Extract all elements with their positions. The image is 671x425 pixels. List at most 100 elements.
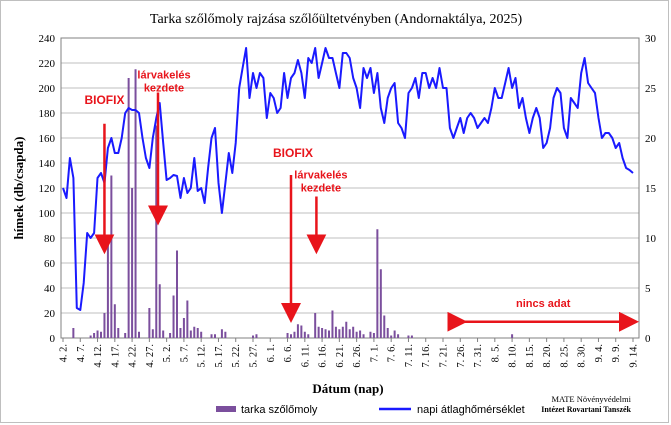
bar xyxy=(179,328,182,338)
x-tick-label: 6. 11. xyxy=(300,344,311,367)
bar xyxy=(158,284,161,338)
y-left-tick-label: 40 xyxy=(44,283,56,295)
x-tick-label: 4. 22. xyxy=(128,344,139,368)
x-tick-label: 6. 1. xyxy=(266,344,277,362)
x-tick-label: 7. 26. xyxy=(456,344,467,368)
x-tick-label: 7. 11. xyxy=(404,344,415,367)
annotation-biofix-2: BIOFIX xyxy=(273,146,313,160)
bar xyxy=(369,331,372,338)
credit-line-1: MATE Növényvédelmi xyxy=(551,394,631,404)
annotation-biofix-1: BIOFIX xyxy=(84,93,124,107)
bar xyxy=(397,334,400,338)
x-tick-label: 7. 31. xyxy=(473,344,484,368)
x-tick-label: 9. 14. xyxy=(629,344,640,368)
y-left-tick-label: 0 xyxy=(50,333,56,345)
bar xyxy=(220,329,223,338)
bar xyxy=(151,329,154,338)
x-tick-label: 8. 20. xyxy=(542,344,553,368)
bar xyxy=(307,334,310,338)
legend-bar-swatch xyxy=(216,406,236,412)
x-tick-label: 6. 26. xyxy=(352,344,363,368)
bar xyxy=(341,326,344,338)
bar xyxy=(117,328,120,338)
x-tick-label: 7. 6. xyxy=(387,344,398,362)
bar xyxy=(193,326,196,338)
y-left-tick-label: 200 xyxy=(39,83,56,95)
bar xyxy=(290,334,292,338)
bar xyxy=(376,229,379,338)
x-tick-label: 8. 25. xyxy=(559,344,570,368)
y-left-tick-label: 120 xyxy=(39,183,56,195)
y-right-tick-label: 10 xyxy=(645,233,657,245)
y-left-tick-label: 100 xyxy=(39,208,56,220)
x-tick-label: 5. 2. xyxy=(162,344,173,362)
y-right-tick-label: 5 xyxy=(645,283,651,295)
bar xyxy=(196,328,199,338)
x-tick-label: 4. 7. xyxy=(76,344,87,362)
bar xyxy=(189,330,192,338)
x-tick-label: 7. 1. xyxy=(369,344,380,362)
bar xyxy=(214,334,216,338)
bar xyxy=(200,331,203,338)
bar xyxy=(331,310,334,338)
bar xyxy=(386,328,389,338)
bar xyxy=(186,300,189,338)
bar xyxy=(106,243,109,338)
y-axis-left-ticks: 0 20 40 60 80 100 120 140 160 180 200 220 240 xyxy=(39,33,56,345)
x-tick-label: 4. 27. xyxy=(145,344,156,368)
bar xyxy=(293,331,296,338)
bar xyxy=(124,333,127,338)
y-right-tick-label: 0 xyxy=(645,333,651,345)
bar-series xyxy=(72,69,514,338)
bar xyxy=(348,329,351,338)
bar xyxy=(286,333,289,338)
bar xyxy=(383,315,386,338)
bar xyxy=(352,326,355,338)
bar xyxy=(148,308,151,338)
x-tick-label: 6. 21. xyxy=(335,344,346,368)
bar xyxy=(100,331,102,338)
bar xyxy=(359,330,362,338)
bar xyxy=(93,333,96,338)
x-tick-label: 5. 27. xyxy=(249,344,260,368)
bar xyxy=(407,335,410,338)
bar xyxy=(390,335,393,338)
bar xyxy=(169,333,172,338)
bar xyxy=(296,324,299,338)
x-tick-label: 8. 30. xyxy=(577,344,588,368)
y-left-tick-label: 140 xyxy=(39,158,56,170)
bar xyxy=(210,334,213,338)
y-axis-left-label: hímek (db/csapda) xyxy=(11,137,26,240)
y-right-tick-label: 25 xyxy=(645,83,657,95)
bar xyxy=(176,250,178,338)
annotations: BIOFIX lárvakelés kezdete BIOFIX lárvakel… xyxy=(84,70,639,332)
bar xyxy=(155,125,158,338)
bar xyxy=(127,78,130,338)
bar xyxy=(328,330,330,338)
y-left-tick-label: 220 xyxy=(39,58,56,70)
x-axis-ticks: 4. 2. 4. 7. 4. 12. 4. 17. 4. 22. 4. 27. 5. 2. 5… xyxy=(59,338,640,368)
x-tick-label: 5. 22. xyxy=(231,344,242,368)
bar xyxy=(134,69,137,338)
x-tick-label: 7. 16. xyxy=(421,344,432,368)
annotation-larva-2: lárvakelés kezdete xyxy=(294,170,347,195)
y-right-tick-label: 20 xyxy=(645,133,657,145)
y-left-tick-label: 240 xyxy=(39,33,56,45)
bar xyxy=(314,313,317,338)
bar xyxy=(255,334,258,338)
y-right-tick-label: 15 xyxy=(645,183,657,195)
y-left-tick-label: 80 xyxy=(44,233,56,245)
y-left-tick-label: 160 xyxy=(39,133,56,145)
x-axis-label: Dátum (nap) xyxy=(312,381,383,396)
bar xyxy=(303,331,306,338)
bar xyxy=(138,331,140,338)
bar xyxy=(324,329,327,338)
bar xyxy=(96,330,99,338)
x-tick-label: 9. 4. xyxy=(594,344,605,362)
x-tick-label: 7. 21. xyxy=(439,344,450,368)
bar xyxy=(131,188,134,338)
legend-bar-label: tarka szőlőmoly xyxy=(241,404,318,416)
bar xyxy=(252,335,254,338)
